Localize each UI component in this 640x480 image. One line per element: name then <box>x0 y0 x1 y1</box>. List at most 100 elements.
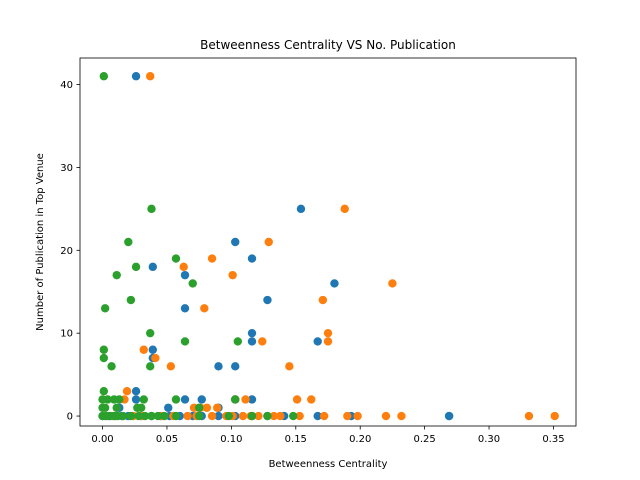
scatter-point <box>207 254 217 263</box>
x-tick-label: 0.25 <box>413 434 435 445</box>
scatter-point <box>524 411 534 421</box>
scatter-point <box>131 262 141 272</box>
scatter-point <box>233 337 243 346</box>
scatter-point <box>180 395 190 404</box>
scatter-point <box>147 411 156 421</box>
x-tick-label: 0.00 <box>91 434 113 445</box>
x-tick-label: 0.20 <box>349 434 371 445</box>
scatter-point <box>318 295 328 305</box>
plot-frame <box>79 57 577 427</box>
scatter-point <box>188 279 197 288</box>
scatter-point <box>323 337 333 346</box>
scatter-point <box>238 411 248 421</box>
scatter-point <box>179 262 188 272</box>
scatter-point <box>171 411 181 421</box>
scatter-point <box>164 403 173 412</box>
scatter-point <box>340 204 349 214</box>
x-axis-title: Betweenness Centrality <box>269 459 388 470</box>
scatter-point <box>330 279 339 288</box>
scatter-point <box>126 295 136 305</box>
scatter-point <box>134 411 143 421</box>
scatter-point <box>285 362 294 371</box>
scatter-point <box>103 395 112 404</box>
scatter-point <box>99 72 109 81</box>
scatter-point <box>122 386 132 396</box>
scatter-point <box>140 411 150 421</box>
x-tick-label: 0.05 <box>156 434 178 445</box>
scatter-point <box>231 395 240 404</box>
scatter-point <box>112 403 121 412</box>
scatter-point <box>381 411 391 421</box>
scatter-point <box>263 411 272 421</box>
scatter-point <box>269 411 279 421</box>
scatter-point <box>202 403 212 412</box>
scatter-point <box>171 395 181 404</box>
x-axis: 0.00 0.05 0.10 0.15 0.20 0.25 0.30 0.35 <box>91 426 565 445</box>
scatter-point <box>151 353 160 363</box>
scatter-point <box>296 204 306 214</box>
scatter-point <box>353 411 362 421</box>
scatter-point <box>107 362 116 371</box>
scatter-point <box>214 362 223 371</box>
scatter-point <box>207 411 217 421</box>
scatter-point <box>146 72 155 81</box>
scatter-point <box>292 395 302 404</box>
scatter-point <box>146 328 155 338</box>
scatter-point <box>136 403 146 412</box>
scatter-point <box>166 362 176 371</box>
scatter-point <box>115 395 124 404</box>
x-tick-label: 0.35 <box>542 434 564 445</box>
scatter-point <box>131 386 141 396</box>
chart-title: Betweenness Centrality VS No. Publicatio… <box>200 38 456 52</box>
scatter-point <box>183 411 192 421</box>
x-tick-label: 0.15 <box>285 434 307 445</box>
scatter-point <box>258 337 267 346</box>
y-tick-label: 0 <box>67 412 73 423</box>
y-tick-label: 30 <box>60 163 73 174</box>
scatter-point <box>148 345 157 354</box>
scatter-point <box>180 337 190 346</box>
scatter-point <box>124 237 133 247</box>
scatter-point <box>160 411 169 421</box>
scatter-point <box>276 411 285 421</box>
scatter-point <box>197 395 206 404</box>
scatter-point <box>131 72 141 81</box>
scatter-point <box>241 395 250 404</box>
scatter-point <box>343 411 352 421</box>
scatter-point <box>247 337 257 346</box>
scatter-point <box>147 204 156 214</box>
scatter-point <box>139 395 148 404</box>
scatter-point <box>100 403 110 412</box>
scatter-point <box>99 345 109 354</box>
scatter-point <box>388 279 397 288</box>
scatter-point <box>319 411 329 421</box>
y-axis-title: Number of Publication in Top Venue <box>35 153 46 331</box>
scatter-point <box>295 411 304 421</box>
scatter-point <box>307 395 316 404</box>
scatter-point <box>153 411 163 421</box>
scatter-point <box>444 411 454 421</box>
scatter-point <box>231 237 240 247</box>
scatter-point <box>118 411 128 421</box>
scatter-point <box>171 254 181 263</box>
scatter-point <box>194 411 204 421</box>
scatter-point <box>194 403 204 412</box>
scatter-point <box>100 304 110 313</box>
scatter-point <box>224 411 233 421</box>
scatter-point <box>263 295 272 305</box>
scatter-point <box>180 304 190 313</box>
scatter-point <box>228 270 237 280</box>
scatter-point <box>126 411 136 421</box>
scatter-point <box>313 411 322 421</box>
scatter-point <box>247 411 257 421</box>
scatter-point <box>131 395 141 404</box>
scatter-point <box>254 411 263 421</box>
scatter-point <box>99 353 109 363</box>
scatter-point <box>247 395 257 404</box>
scatter-point <box>231 362 240 371</box>
scatter-point <box>397 411 406 421</box>
scatter-point <box>148 262 157 272</box>
